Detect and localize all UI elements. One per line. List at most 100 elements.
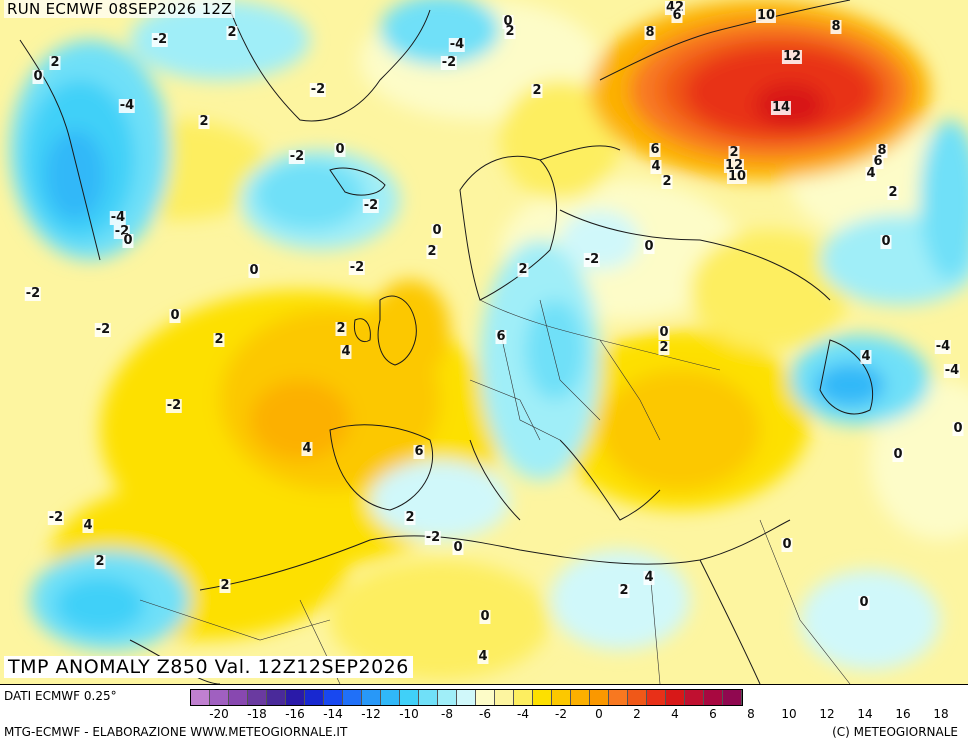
- legend-tick-label: 0: [595, 707, 603, 721]
- legend-color-swatch: [400, 690, 419, 705]
- temperature-anomaly-map[interactable]: [0, 0, 968, 684]
- contour-label: 2: [504, 24, 516, 39]
- legend-tick-label: 16: [895, 707, 911, 721]
- anomaly-fill-layer: [10, 0, 968, 680]
- legend-color-swatch: [362, 690, 381, 705]
- country-borders: [139, 299, 851, 684]
- contour-label: 2: [661, 174, 673, 189]
- contour-label: 4: [340, 344, 352, 359]
- contour-label: 0: [334, 142, 346, 157]
- contour-label: -2: [348, 260, 366, 275]
- legend-tick-label: -14: [323, 707, 343, 721]
- contour-label: -4: [109, 210, 127, 225]
- contour-label: -4: [118, 98, 136, 113]
- contour-label: -2: [288, 149, 306, 164]
- contour-label: -2: [151, 32, 169, 47]
- contour-label: 2: [49, 55, 61, 70]
- contour-label: 2: [658, 340, 670, 355]
- run-label: RUN ECMWF 08SEP2026 12Z: [4, 0, 235, 18]
- legend-color-swatch: [324, 690, 343, 705]
- legend-color-swatch: [552, 690, 571, 705]
- contour-label: 2: [887, 185, 899, 200]
- contour-label: -2: [47, 510, 65, 525]
- contour-label: 0: [643, 239, 655, 254]
- contour-label: -2: [440, 55, 458, 70]
- contour-label: -4: [934, 339, 952, 354]
- legend-color-swatch: [248, 690, 267, 705]
- legend-tick-label: 6: [709, 707, 717, 721]
- legend-tick-label: 2: [633, 707, 641, 721]
- legend-color-swatch: [514, 690, 533, 705]
- contour-label: 0: [892, 447, 904, 462]
- color-legend-ticks: -20 -18 -16 -14 -12 -10 -8 -6 -4 -2 0 2 4 6 8 10 12 14 16 1…: [190, 707, 968, 723]
- legend-color-swatch: [343, 690, 362, 705]
- legend-color-swatch: [723, 690, 742, 705]
- legend-color-swatch: [267, 690, 286, 705]
- contour-label: 6: [671, 8, 683, 23]
- legend-color-swatch: [647, 690, 666, 705]
- contour-label: 6: [495, 329, 507, 344]
- legend-color-swatch: [476, 690, 495, 705]
- contour-label: -2: [24, 286, 42, 301]
- contour-label: 0: [479, 609, 491, 624]
- contour-label: 4: [477, 649, 489, 664]
- contour-label: 4: [650, 159, 662, 174]
- legend-tick-label: 4: [671, 707, 679, 721]
- map-title: TMP ANOMALY Z850 Val. 12Z12SEP2026: [4, 656, 413, 678]
- contour-label: 0: [32, 69, 44, 84]
- legend-color-swatch: [419, 690, 438, 705]
- legend-tick-label: -4: [517, 707, 529, 721]
- contour-label: 12: [723, 158, 745, 173]
- contour-label: 6: [413, 444, 425, 459]
- contour-label: 4: [860, 349, 872, 364]
- contour-label: 0: [502, 14, 514, 29]
- legend-color-swatch: [685, 690, 704, 705]
- contour-label: 2: [517, 262, 529, 277]
- contour-label: 6: [649, 142, 661, 157]
- color-legend: [190, 689, 743, 706]
- legend-color-swatch: [381, 690, 400, 705]
- contour-label: 8: [876, 143, 888, 158]
- legend-tick-label: -20: [209, 707, 229, 721]
- contour-label: 2: [335, 321, 347, 336]
- contour-label: 2: [404, 510, 416, 525]
- contour-label: 8: [644, 25, 656, 40]
- contour-label: -4: [448, 37, 466, 52]
- copyright-text: (C) METEOGIORNALE: [832, 725, 958, 739]
- legend-color-swatch: [590, 690, 609, 705]
- contour-label: 0: [431, 223, 443, 238]
- map-canvas: [0, 0, 968, 684]
- legend-tick-label: 14: [857, 707, 873, 721]
- contour-label: 6: [872, 154, 884, 169]
- contour-label: 2: [728, 145, 740, 160]
- legend-tick-label: -18: [247, 707, 267, 721]
- legend-tick-label: -12: [361, 707, 381, 721]
- legend-tick-label: 8: [747, 707, 755, 721]
- contour-label: 10: [755, 8, 777, 23]
- contour-label: 2: [198, 114, 210, 129]
- contour-label: 14: [770, 100, 792, 115]
- contour-label: 4: [643, 570, 655, 585]
- legend-color-swatch: [210, 690, 229, 705]
- legend-tick-label: 10: [781, 707, 797, 721]
- contour-label: -2: [362, 198, 380, 213]
- contour-label: 2: [213, 332, 225, 347]
- map-footer: DATI ECMWF 0.25° -20 -18 -16 -14 -12 -10 -8 -6-…: [0, 684, 968, 746]
- contour-label: 2: [426, 244, 438, 259]
- contour-label: 2: [94, 554, 106, 569]
- legend-tick-label: -8: [441, 707, 453, 721]
- contour-label: 2: [226, 25, 238, 40]
- legend-tick-label: -6: [479, 707, 491, 721]
- contour-label: 4: [301, 441, 313, 456]
- contour-label: 12: [781, 49, 803, 64]
- contour-label: -2: [309, 82, 327, 97]
- contour-label: 0: [858, 595, 870, 610]
- contour-label: 10: [726, 169, 748, 184]
- legend-color-swatch: [495, 690, 514, 705]
- contour-label: 0: [781, 537, 793, 552]
- legend-tick-label: 18: [933, 707, 949, 721]
- contour-label: 0: [248, 263, 260, 278]
- legend-color-swatch: [438, 690, 457, 705]
- legend-tick-label: -10: [399, 707, 419, 721]
- contour-label: -2: [94, 322, 112, 337]
